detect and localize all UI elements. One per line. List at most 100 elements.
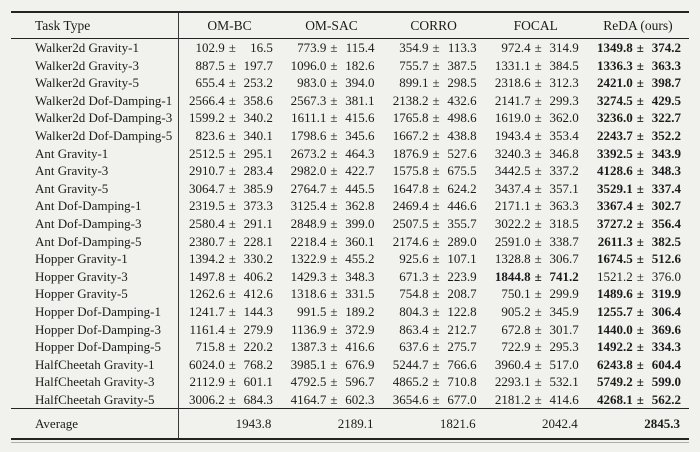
- value-cell: 2673.2 ±464.3: [280, 145, 382, 163]
- std-value: 455.2: [345, 251, 375, 267]
- mean-value: 3125.4: [290, 198, 327, 214]
- plus-minus-sign: ±: [228, 163, 236, 179]
- std-value: 330.2: [243, 251, 273, 267]
- value-cell: 1489.6 ±319.9: [587, 285, 689, 303]
- col-header-om-sac: OM-SAC: [305, 17, 358, 33]
- value-cell: 2507.5 ±355.7: [383, 215, 485, 233]
- value-cell: 3022.2 ±318.5: [485, 215, 587, 233]
- plus-minus-sign: ±: [534, 198, 542, 214]
- mean-value: 1667.2: [392, 127, 429, 143]
- plus-minus-sign: ±: [432, 303, 440, 319]
- task-cell: Walker2d Gravity-3: [11, 56, 179, 75]
- mean-value: 887.5: [195, 57, 225, 73]
- table-row: Walker2d Gravity-3 887.5 ±197.7 1096.0 ±182.…: [11, 56, 689, 75]
- std-value: 306.4: [651, 303, 681, 319]
- mean-value: 2848.9: [290, 215, 327, 231]
- plus-minus-sign: ±: [330, 127, 338, 143]
- plus-minus-sign: ±: [330, 233, 338, 249]
- plus-minus-sign: ±: [228, 40, 236, 55]
- mean-value: 2673.2: [290, 145, 327, 161]
- mean-value: 3437.4: [494, 180, 531, 196]
- std-value: 122.8: [447, 303, 477, 319]
- value-cell: 1328.8 ±306.7: [485, 250, 587, 268]
- mean-value: 863.4: [399, 321, 429, 337]
- value-cell: 3960.4 ±517.0: [485, 356, 587, 374]
- value-cell: 1575.8 ±675.5: [383, 162, 485, 180]
- value-cell: 972.4 ±314.9: [485, 39, 587, 57]
- task-cell: HalfCheetah Gravity-3: [11, 373, 179, 391]
- std-value: 189.2: [345, 303, 375, 319]
- task-cell: Ant Gravity-5: [11, 179, 179, 198]
- plus-minus-sign: ±: [228, 321, 236, 337]
- task-cell: Walker2d Gravity-5: [11, 74, 179, 92]
- mean-value: 2171.1: [494, 198, 531, 214]
- plus-minus-sign: ±: [432, 75, 440, 91]
- mean-value: 3960.4: [494, 356, 531, 372]
- std-value: 369.6: [651, 321, 681, 337]
- std-value: 212.7: [447, 321, 477, 337]
- std-value: 346.8: [549, 145, 579, 161]
- std-value: 331.5: [345, 286, 375, 302]
- plus-minus-sign: ±: [534, 303, 542, 319]
- value-cell: 1387.3 ±416.6: [280, 338, 382, 356]
- plus-minus-sign: ±: [534, 163, 542, 179]
- mean-value: 1394.2: [188, 251, 225, 267]
- value-cell: 4268.1 ±562.2: [587, 391, 689, 409]
- mean-value: 3236.0: [597, 110, 633, 126]
- plus-minus-sign: ±: [330, 145, 338, 161]
- plus-minus-sign: ±: [228, 198, 236, 214]
- mean-value: 4128.6: [597, 163, 633, 179]
- mean-value: 1647.8: [392, 180, 429, 196]
- task-cell: HalfCheetah Gravity-5: [11, 390, 179, 409]
- plus-minus-sign: ±: [432, 374, 440, 390]
- value-cell: 804.3 ±122.8: [383, 303, 485, 321]
- value-cell: 3240.3 ±346.8: [485, 145, 587, 163]
- std-value: 345.6: [345, 127, 375, 143]
- value-cell: 2218.4 ±360.1: [280, 233, 382, 251]
- plus-minus-sign: ±: [228, 145, 236, 161]
- table-row: Ant Dof-Damping-3 2580.4 ±291.1 2848.9 ±399.…: [11, 214, 689, 233]
- plus-minus-sign: ±: [636, 145, 644, 161]
- std-value: 677.0: [447, 391, 477, 407]
- plus-minus-sign: ±: [330, 303, 338, 319]
- mean-value: 1096.0: [290, 57, 327, 73]
- mean-value: 4792.5: [290, 374, 327, 390]
- mean-value: 2293.1: [494, 374, 531, 390]
- value-cell: 887.5 ±197.7: [178, 57, 280, 75]
- mean-value: 2380.7: [188, 233, 225, 249]
- plus-minus-sign: ±: [636, 40, 644, 55]
- std-value: 384.5: [549, 57, 579, 73]
- task-cell: Ant Gravity-3: [11, 162, 179, 180]
- plus-minus-sign: ±: [330, 391, 338, 407]
- value-cell: 1349.8 ±374.2: [587, 39, 689, 57]
- value-cell: 3367.4 ±302.7: [587, 197, 689, 215]
- mean-value: 2566.4: [188, 92, 225, 108]
- mean-value: 2421.0: [597, 75, 633, 91]
- mean-value: 755.7: [399, 57, 429, 73]
- plus-minus-sign: ±: [228, 127, 236, 143]
- plus-minus-sign: ±: [228, 180, 236, 196]
- value-cell: 4792.5 ±596.7: [280, 373, 382, 391]
- std-value: 295.3: [549, 339, 579, 355]
- value-cell: 750.1 ±299.9: [485, 285, 587, 303]
- value-cell: 1765.8 ±498.6: [383, 109, 485, 127]
- value-cell: 354.9 ±113.3: [383, 39, 485, 57]
- std-value: 429.5: [651, 92, 681, 108]
- col-header-reda-ours: ReDA (ours): [603, 17, 673, 33]
- plus-minus-sign: ±: [228, 251, 236, 267]
- plus-minus-sign: ±: [636, 251, 644, 267]
- std-value: 343.9: [651, 145, 681, 161]
- plus-minus-sign: ±: [534, 127, 542, 143]
- mean-value: 3985.1: [290, 356, 327, 372]
- plus-minus-sign: ±: [228, 268, 236, 284]
- plus-minus-sign: ±: [636, 92, 644, 108]
- mean-value: 1497.8: [188, 268, 225, 284]
- plus-minus-sign: ±: [534, 391, 542, 407]
- value-cell: 1262.6 ±412.6: [178, 285, 280, 303]
- plus-minus-sign: ±: [636, 75, 644, 91]
- table-row: Hopper Gravity-5 1262.6 ±412.6 1318.6 ±331.5…: [11, 285, 689, 303]
- mean-value: 2174.6: [392, 233, 429, 249]
- std-value: 279.9: [243, 321, 273, 337]
- std-value: 298.5: [447, 75, 477, 91]
